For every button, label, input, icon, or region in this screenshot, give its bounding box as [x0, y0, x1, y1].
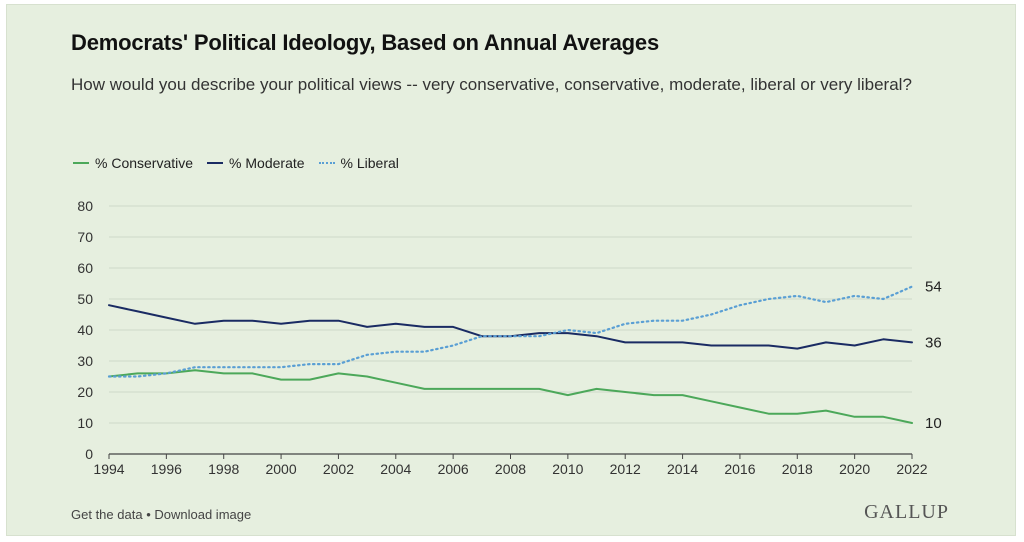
x-tick-label: 2006 — [438, 461, 469, 477]
chart-card: Democrats' Political Ideology, Based on … — [6, 4, 1016, 536]
x-tick-label: 2010 — [552, 461, 583, 477]
get-data-link[interactable]: Get the data — [71, 507, 143, 522]
x-tick-label: 2002 — [323, 461, 354, 477]
legend-label-moderate: % Moderate — [229, 155, 305, 171]
y-tick-label: 10 — [77, 415, 93, 431]
end-value-label: 36 — [925, 334, 942, 351]
legend-swatch-moderate — [207, 162, 224, 164]
legend-swatch-conservative — [73, 162, 89, 164]
y-tick-label: 30 — [77, 353, 93, 369]
legend-label-conservative: % Conservative — [95, 155, 194, 171]
legend-item-moderate[interactable]: % Moderate — [207, 155, 305, 171]
chart-legend: % Conservative % Moderate % Liberal — [73, 155, 399, 171]
legend-label-liberal: % Liberal — [340, 155, 399, 171]
footer-separator: • — [146, 507, 151, 522]
x-tick-label: 1996 — [151, 461, 182, 477]
x-tick-label: 2008 — [495, 461, 526, 477]
x-tick-label: 2000 — [265, 461, 296, 477]
y-tick-label: 60 — [77, 260, 93, 276]
footer-links: Get the data • Download image — [71, 507, 251, 522]
x-tick-label: 2012 — [610, 461, 641, 477]
end-value-label: 54 — [925, 279, 942, 296]
chart-subtitle: How would you describe your political vi… — [71, 75, 912, 94]
x-tick-label: 2016 — [724, 461, 755, 477]
legend-item-liberal[interactable]: % Liberal — [318, 155, 399, 171]
y-tick-label: 0 — [85, 446, 93, 462]
y-tick-label: 20 — [77, 384, 93, 400]
y-tick-label: 80 — [77, 198, 93, 214]
x-tick-label: 1998 — [208, 461, 239, 477]
series-line-conservative — [108, 369, 913, 424]
download-image-link[interactable]: Download image — [154, 507, 252, 522]
legend-item-conservative[interactable]: % Conservative — [73, 155, 193, 171]
series-line-moderate — [108, 304, 913, 350]
x-tick-label: 2022 — [896, 461, 927, 477]
end-value-label: 10 — [925, 415, 942, 432]
gallup-logo: GALLUP — [864, 501, 949, 523]
x-tick-label: 1994 — [93, 461, 124, 477]
chart-title: Democrats' Political Ideology, Based on … — [71, 30, 659, 55]
x-tick-label: 2014 — [667, 461, 698, 477]
legend-swatch-liberal — [318, 162, 335, 164]
y-tick-label: 70 — [77, 229, 93, 245]
y-tick-label: 40 — [77, 322, 93, 338]
x-tick-label: 2004 — [380, 461, 411, 477]
series-line-liberal — [107, 285, 914, 378]
y-tick-label: 50 — [77, 291, 93, 307]
x-tick-label: 2018 — [782, 461, 813, 477]
x-tick-label: 2020 — [839, 461, 870, 477]
